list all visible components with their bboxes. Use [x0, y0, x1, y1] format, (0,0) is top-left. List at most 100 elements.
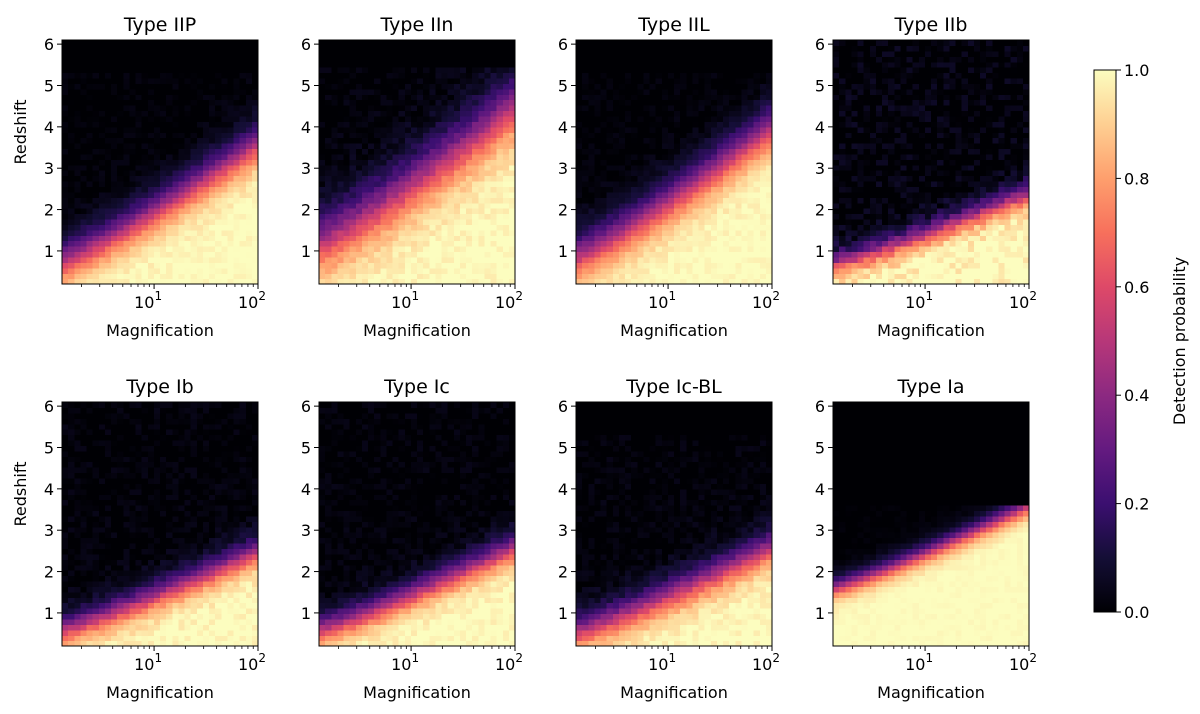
heatmap-cell [221, 99, 228, 106]
heatmap-cell [349, 72, 357, 79]
heatmap-cell [735, 202, 742, 209]
heatmap-cell [833, 153, 840, 160]
heatmap-cell [698, 229, 706, 236]
heatmap-cell [845, 99, 852, 106]
heatmap-cell [729, 67, 736, 74]
heatmap-cell [845, 273, 852, 280]
heatmap-cell [851, 186, 859, 193]
heatmap-cell [68, 186, 75, 193]
heatmap-cell [447, 180, 455, 187]
heatmap-cell [233, 61, 241, 68]
heatmap-cell [612, 45, 620, 52]
heatmap-cell [172, 115, 179, 122]
heatmap-cell [674, 170, 681, 177]
heatmap-cell [447, 197, 455, 204]
heatmap-cell [655, 273, 663, 280]
heatmap-cell [753, 137, 761, 144]
heatmap-cell [368, 40, 375, 47]
heatmap-cell [655, 256, 663, 263]
heatmap-cell [618, 94, 626, 101]
heatmap-cell [741, 170, 749, 177]
heatmap-cell [649, 186, 657, 193]
heatmap-cell [735, 72, 742, 79]
heatmap-cell [325, 115, 332, 122]
heatmap-cell [331, 132, 338, 139]
heatmap-cell [508, 143, 516, 150]
heatmap-cell [765, 45, 773, 52]
heatmap-cell [839, 153, 846, 160]
heatmap-cell [196, 40, 204, 47]
heatmap-cell [135, 77, 143, 84]
heatmap-cell [894, 218, 901, 225]
heatmap-cell [729, 191, 736, 198]
heatmap-cell [417, 83, 424, 90]
heatmap-cell [178, 262, 186, 269]
heatmap-cell [680, 72, 687, 79]
heatmap-cell [221, 143, 228, 150]
heatmap-cell [129, 50, 137, 57]
heatmap-cell [753, 262, 761, 269]
heatmap-cell [355, 278, 363, 285]
heatmap-cell [68, 180, 75, 187]
heatmap-cell [319, 132, 326, 139]
heatmap-cell [894, 143, 901, 150]
heatmap-cell [209, 202, 216, 209]
heatmap-cell [184, 61, 192, 68]
heatmap-cell [178, 159, 186, 166]
heatmap-cell [631, 99, 638, 106]
heatmap-cell [392, 218, 400, 225]
heatmap-cell [625, 159, 632, 166]
heatmap-cell [429, 148, 436, 155]
heatmap-cell [245, 251, 253, 258]
heatmap-cell [674, 197, 681, 204]
heatmap-cell [361, 67, 369, 74]
heatmap-cell [588, 246, 595, 253]
heatmap-cell [759, 273, 767, 280]
heatmap-cell [92, 77, 100, 84]
heatmap-cell [625, 180, 632, 187]
heatmap-cell [508, 164, 516, 171]
heatmap-cell [147, 115, 155, 122]
heatmap-cell [723, 148, 730, 155]
heatmap-cell [86, 256, 94, 263]
heatmap-cell [172, 170, 179, 177]
heatmap-cell [839, 67, 846, 74]
heatmap-cell [160, 180, 167, 187]
heatmap-cell [392, 170, 400, 177]
heatmap-cell [417, 251, 424, 258]
heatmap-cell [649, 105, 657, 112]
heatmap-cell [888, 126, 895, 133]
heatmap-cell [882, 246, 889, 253]
heatmap-cell [698, 132, 706, 139]
heatmap-cell [625, 50, 632, 57]
heatmap-cell [441, 77, 449, 84]
heatmap-cell [625, 148, 632, 155]
heatmap-cell [612, 164, 620, 171]
heatmap-cell [215, 126, 222, 133]
heatmap-cell [576, 143, 583, 150]
heatmap-cell [882, 88, 889, 95]
heatmap-cell [447, 170, 455, 177]
heatmap-cell [86, 218, 94, 225]
heatmap-cell [453, 137, 461, 144]
heatmap-cell [625, 121, 632, 128]
heatmap-cell [869, 235, 877, 242]
heatmap-cell [361, 148, 369, 155]
heatmap-cell [716, 267, 724, 274]
heatmap-cell [166, 251, 173, 258]
heatmap-cell [833, 137, 840, 144]
heatmap-cell [851, 143, 859, 150]
heatmap-cell [588, 56, 595, 63]
heatmap-cell [618, 159, 626, 166]
heatmap-cell [698, 213, 706, 220]
heatmap-cell [698, 153, 706, 160]
heatmap-cell [484, 246, 492, 253]
heatmap-cell [496, 67, 504, 74]
heatmap-cell [600, 88, 608, 95]
heatmap-cell [759, 153, 767, 160]
heatmap-cell [349, 143, 357, 150]
heatmap-cell [129, 143, 137, 150]
heatmap-cell [410, 72, 418, 79]
heatmap-cell [227, 224, 235, 231]
heatmap-cell [417, 45, 424, 52]
